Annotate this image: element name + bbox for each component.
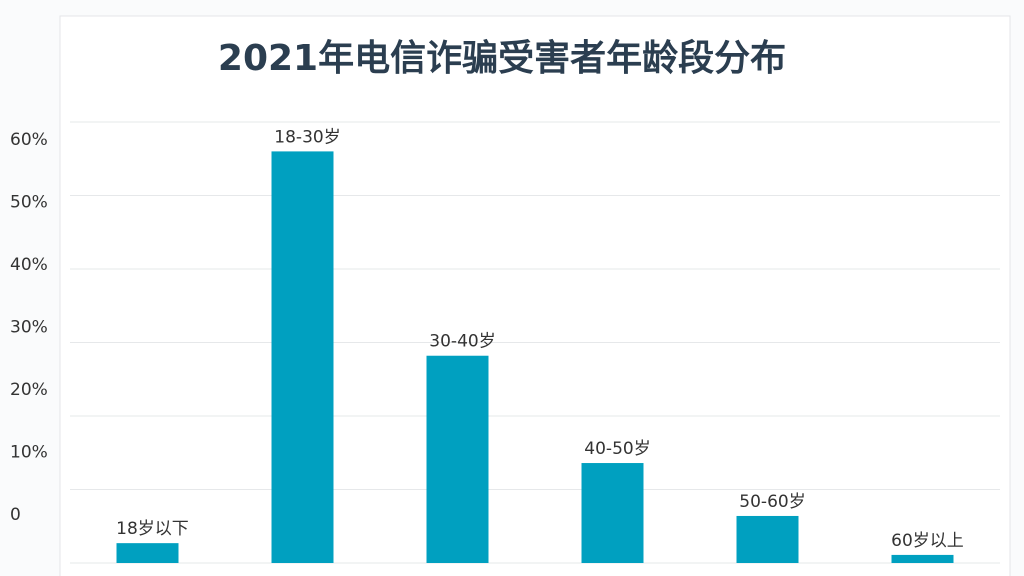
bar xyxy=(581,463,644,563)
bar xyxy=(271,151,334,563)
category-label: 18岁以下 xyxy=(116,519,189,539)
category-label: 18-30岁 xyxy=(274,127,340,147)
y-tick-label: 50% xyxy=(10,193,48,213)
chart-title: 2021年电信诈骗受害者年龄段分布 xyxy=(218,38,786,79)
category-label: 40-50岁 xyxy=(584,439,650,459)
category-label: 60岁以上 xyxy=(891,531,964,551)
category-label: 30-40岁 xyxy=(429,332,495,352)
y-tick-label: 10% xyxy=(10,443,48,463)
y-tick-label: 20% xyxy=(10,380,48,400)
bar xyxy=(116,543,179,563)
y-tick-label: 40% xyxy=(10,255,48,275)
bar xyxy=(891,554,954,563)
category-label: 50-60岁 xyxy=(739,492,805,512)
bar xyxy=(426,355,489,563)
chart-panel xyxy=(59,15,1011,576)
y-tick-label: 30% xyxy=(10,318,48,338)
y-tick-label: 0 xyxy=(10,505,21,525)
y-tick-label: 60% xyxy=(10,130,48,150)
bar xyxy=(736,515,799,563)
